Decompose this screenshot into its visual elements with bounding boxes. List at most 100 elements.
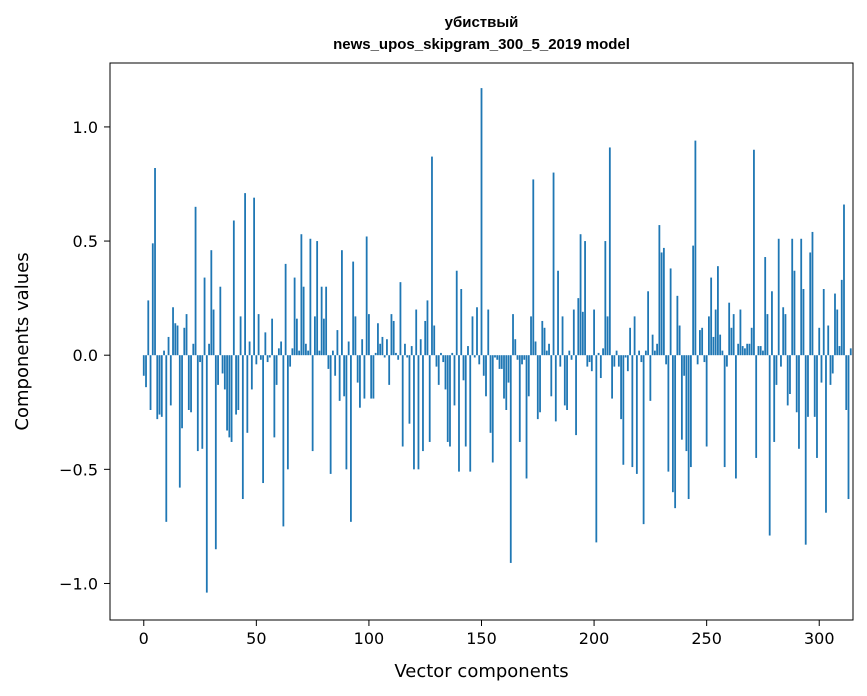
bar-298 (813, 355, 816, 417)
bar-292 (800, 238, 803, 356)
bar-42 (237, 355, 240, 410)
bar-67 (293, 277, 296, 356)
bar-100 (368, 314, 370, 356)
bar-43 (239, 316, 242, 356)
bar-69 (298, 350, 301, 356)
bar-304 (827, 325, 830, 356)
bar-78 (318, 350, 321, 356)
x-axis-ticks: 0 50 100 150 200 250 300 (139, 620, 835, 648)
bar-169 (523, 355, 526, 360)
bar-146 (471, 316, 474, 356)
bar-124 (422, 355, 424, 452)
bar-300 (818, 327, 821, 356)
bar-86 (336, 330, 339, 356)
bar-262 (732, 314, 735, 356)
bar-216 (629, 327, 631, 356)
bar-297 (811, 231, 814, 356)
bar-21 (190, 355, 192, 413)
bar-142 (462, 355, 465, 381)
bar-63 (284, 263, 287, 356)
y-tick-label: −1.0 (59, 574, 98, 593)
bar-176 (539, 355, 541, 413)
bar-250 (705, 355, 708, 447)
bar-244 (692, 245, 695, 356)
bar-233 (667, 355, 670, 472)
bar-178 (543, 327, 546, 356)
bar-185 (559, 355, 562, 367)
bar-130 (435, 355, 438, 367)
bar-267 (744, 348, 746, 356)
bar-144 (467, 346, 469, 356)
bar-192 (575, 355, 577, 436)
bar-85 (334, 355, 337, 376)
bar-148 (476, 307, 478, 356)
bar-209 (613, 355, 616, 367)
bar-139 (455, 270, 458, 356)
bar-180 (548, 343, 550, 356)
bar-188 (566, 355, 568, 410)
plot-frame (109, 62, 854, 621)
bar-46 (246, 355, 249, 433)
bar-151 (482, 355, 485, 376)
bar-84 (332, 350, 334, 356)
bar-199 (590, 355, 593, 372)
bar-23 (194, 206, 197, 356)
bar-38 (228, 355, 231, 438)
bar-26 (201, 355, 204, 449)
bar-177 (541, 320, 544, 356)
bar-302 (822, 289, 825, 356)
bar-161 (505, 355, 508, 410)
chart-title-line2: news_upos_skipgram_300_5_2019 model (333, 36, 630, 53)
bar-137 (451, 352, 454, 356)
bar-269 (748, 343, 751, 356)
bar-113 (397, 355, 400, 360)
bar-268 (746, 343, 749, 356)
bar-120 (413, 355, 415, 470)
bar-68 (295, 318, 298, 356)
bar-20 (187, 355, 190, 410)
bar-184 (557, 270, 559, 356)
bar-254 (714, 309, 717, 356)
bar-18 (183, 327, 186, 356)
bar-110 (390, 314, 393, 356)
bar-143 (464, 355, 467, 447)
bar-274 (759, 346, 762, 356)
bar-92 (350, 355, 352, 522)
bar-284 (782, 307, 785, 356)
bar-54 (264, 332, 267, 356)
bar-158 (498, 355, 501, 369)
bar-253 (712, 336, 715, 356)
bar-105 (379, 343, 382, 356)
bar-89 (343, 355, 346, 397)
bar-247 (699, 330, 701, 356)
bar-283 (780, 355, 782, 367)
bar-133 (442, 355, 445, 363)
bar-246 (696, 355, 699, 365)
bar-49 (253, 197, 255, 356)
chart-title-line1: убиствый (444, 14, 519, 31)
bar-255 (717, 266, 719, 356)
bar-8 (160, 355, 163, 417)
bar-87 (338, 355, 341, 401)
bar-44 (241, 355, 244, 500)
bar-212 (620, 355, 622, 420)
bar-294 (804, 355, 807, 545)
bar-81 (325, 286, 328, 356)
bar-194 (579, 234, 582, 356)
bar-126 (426, 300, 429, 356)
bar-289 (793, 270, 796, 356)
bar-135 (446, 355, 449, 442)
bar-295 (807, 355, 809, 417)
bar-166 (516, 355, 519, 360)
bar-231 (662, 247, 665, 356)
bar-97 (361, 339, 364, 356)
bar-101 (370, 355, 373, 399)
bar-5 (154, 168, 156, 356)
bar-128 (431, 156, 433, 356)
bar-182 (552, 172, 555, 356)
bar-112 (395, 352, 397, 356)
bar-57 (271, 318, 274, 356)
bar-291 (798, 355, 800, 449)
bar-82 (327, 355, 330, 369)
bar-53 (262, 355, 264, 484)
